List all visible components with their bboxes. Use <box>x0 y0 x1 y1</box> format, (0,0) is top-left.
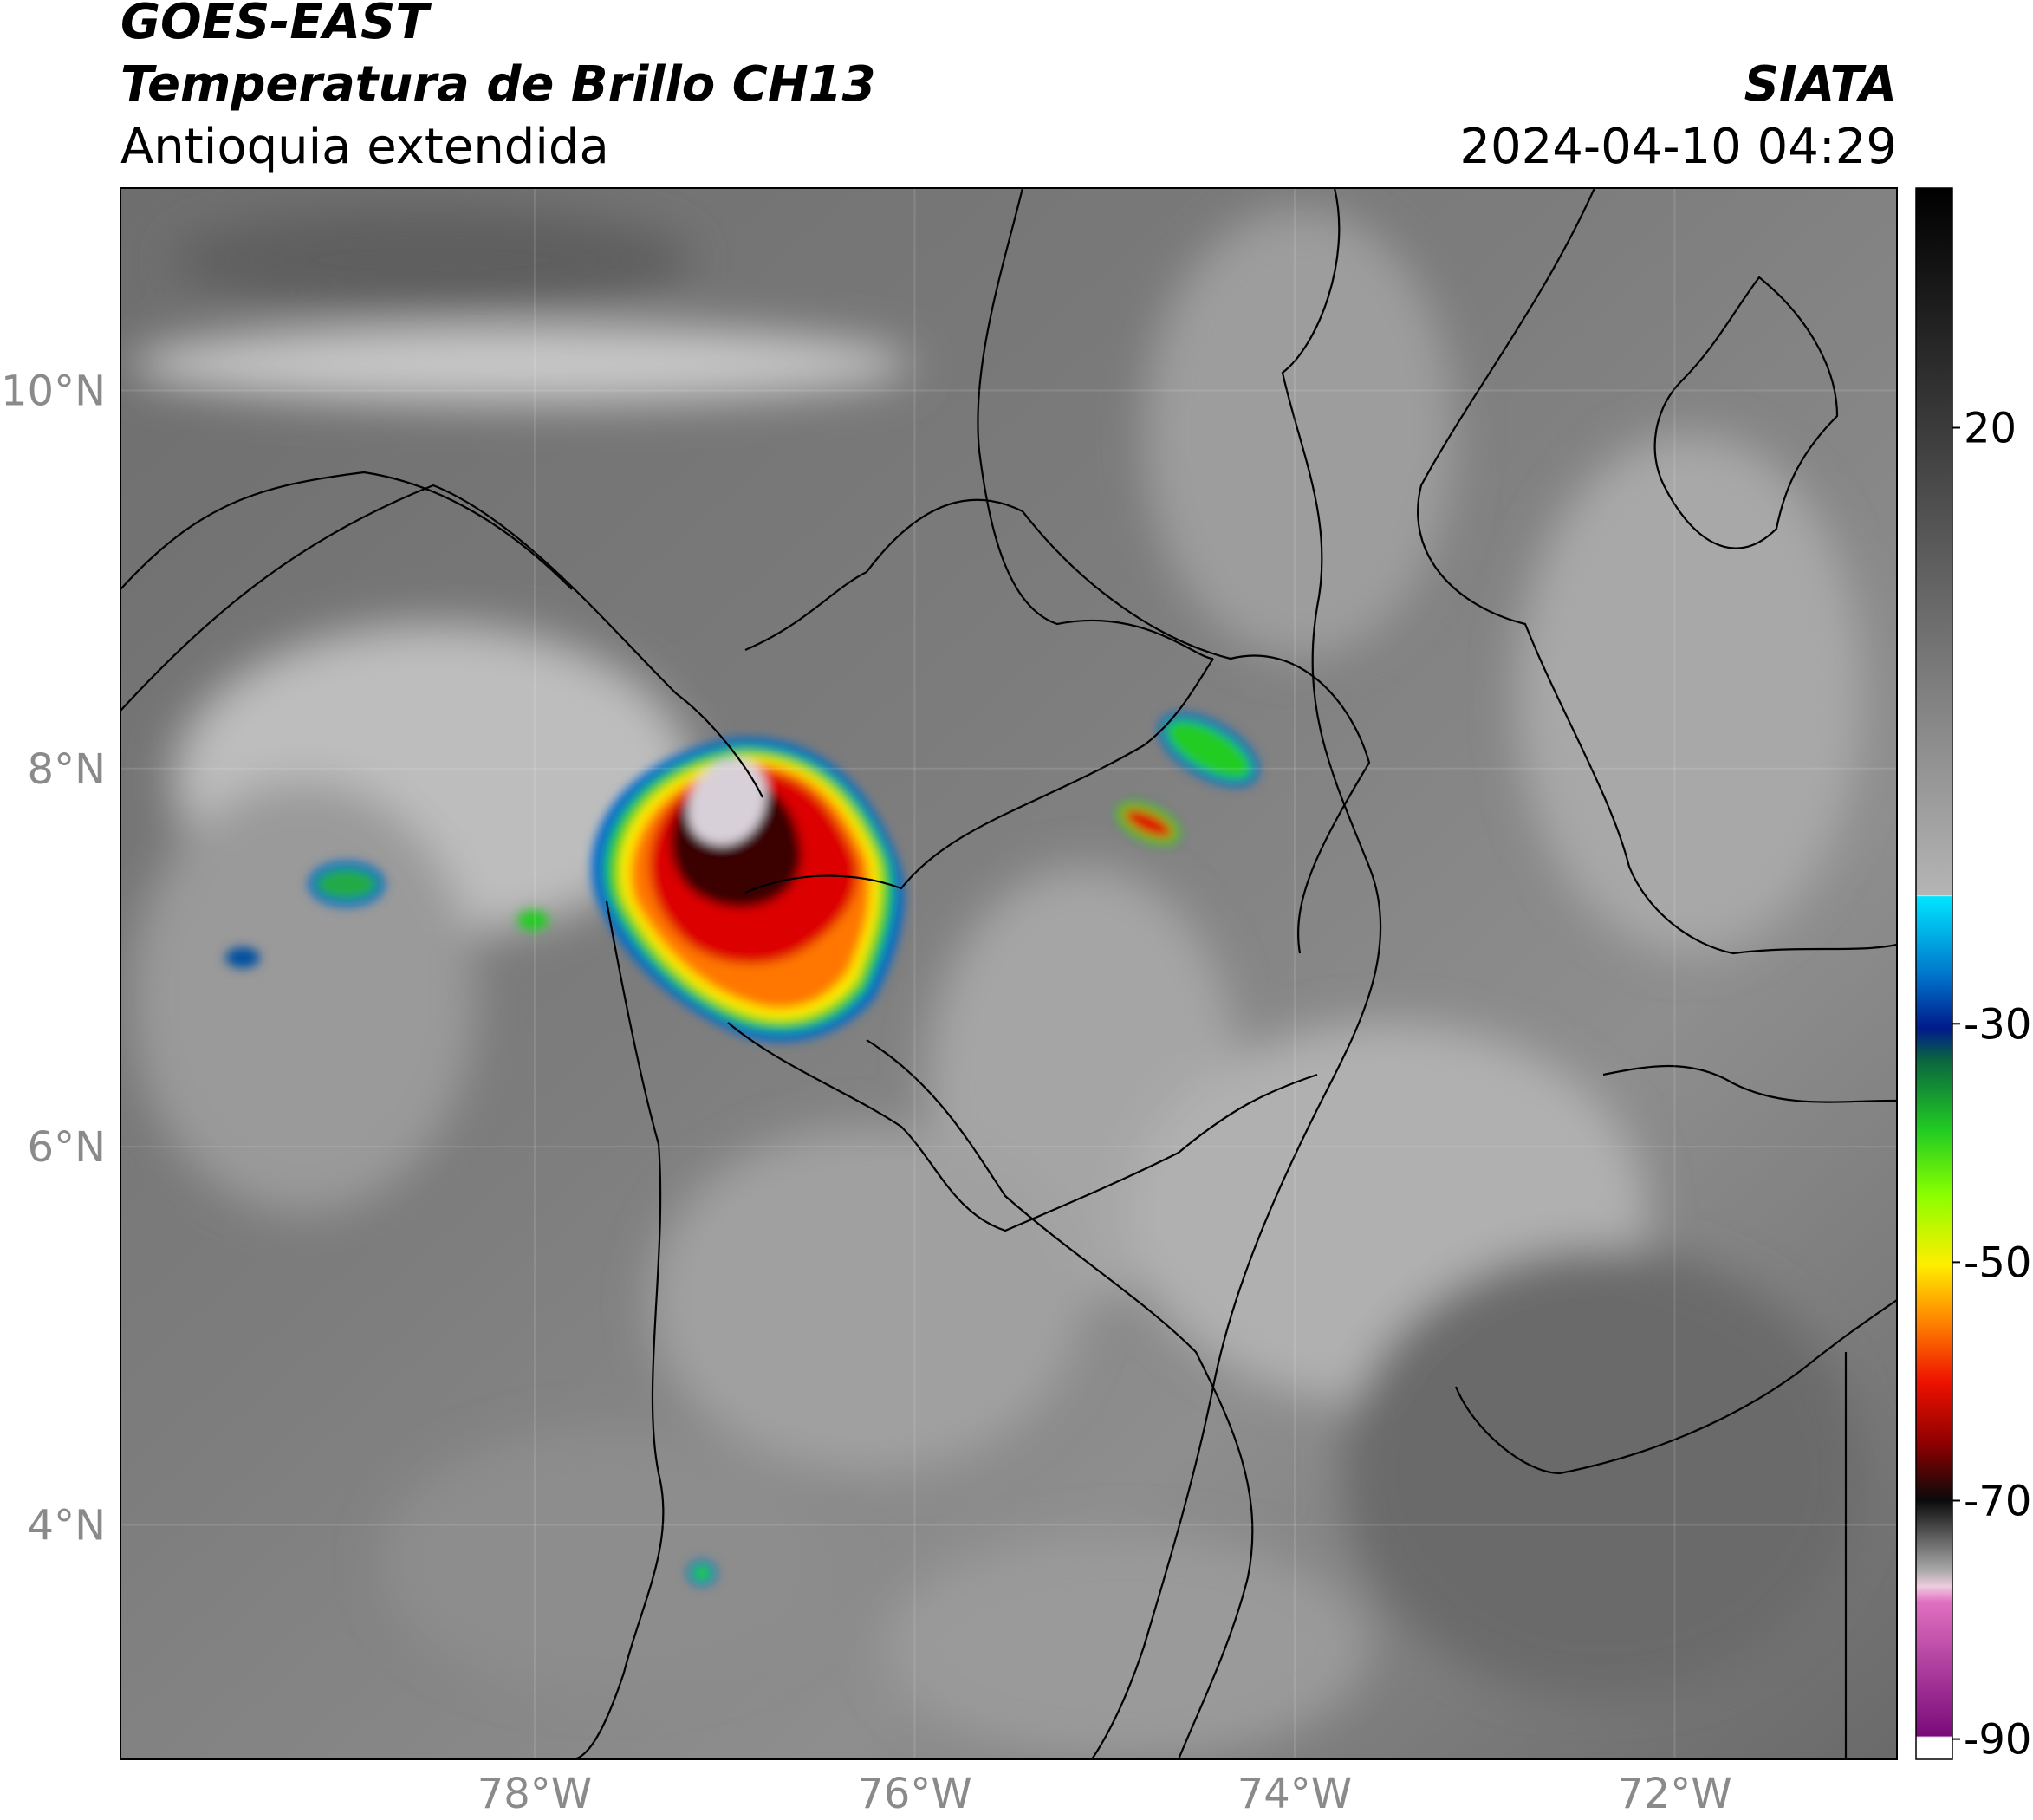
x-tick-label: 76°W <box>857 1770 972 1818</box>
x-tick-label: 74°W <box>1237 1770 1353 1818</box>
subtitle: Temperatura de Brillo CH13 <box>120 56 876 113</box>
colorbar-tick-label: -70 <box>1964 1478 2031 1526</box>
colorbar-tick-label: -50 <box>1964 1238 2031 1287</box>
source: SIATA <box>1744 56 1897 113</box>
colorbar-axis: 20 -30 -50 -70 -90 <box>1952 404 2031 1765</box>
colorbar <box>1915 187 1953 1760</box>
x-tick-label: 72°W <box>1617 1770 1732 1818</box>
y-tick-label: 6°N <box>28 1123 106 1172</box>
x-tick-label: 78°W <box>477 1770 593 1818</box>
y-tick-label: 10°N <box>1 367 106 415</box>
colorbar-tick-label: -30 <box>1964 1000 2031 1049</box>
map-frame <box>120 187 1898 1760</box>
y-tick-label: 4°N <box>28 1501 106 1550</box>
map-axes: 78°W 76°W 74°W 72°W 10°N 8°N 6°N 4°N <box>1 188 1897 1818</box>
storm <box>591 738 905 1042</box>
title: GOES-EAST <box>120 0 432 50</box>
datetime: 2024-04-10 04:29 <box>1459 119 1897 175</box>
satellite-image <box>120 188 1897 1759</box>
colorbar-tick-label: 20 <box>1964 404 2017 452</box>
colorbar-tick-label: -90 <box>1964 1716 2031 1765</box>
y-tick-label: 8°N <box>28 745 106 794</box>
borders <box>120 188 1897 1759</box>
small-cells <box>225 712 1259 1586</box>
region: Antioquia extendida <box>120 119 609 175</box>
clouds <box>130 208 1863 1759</box>
